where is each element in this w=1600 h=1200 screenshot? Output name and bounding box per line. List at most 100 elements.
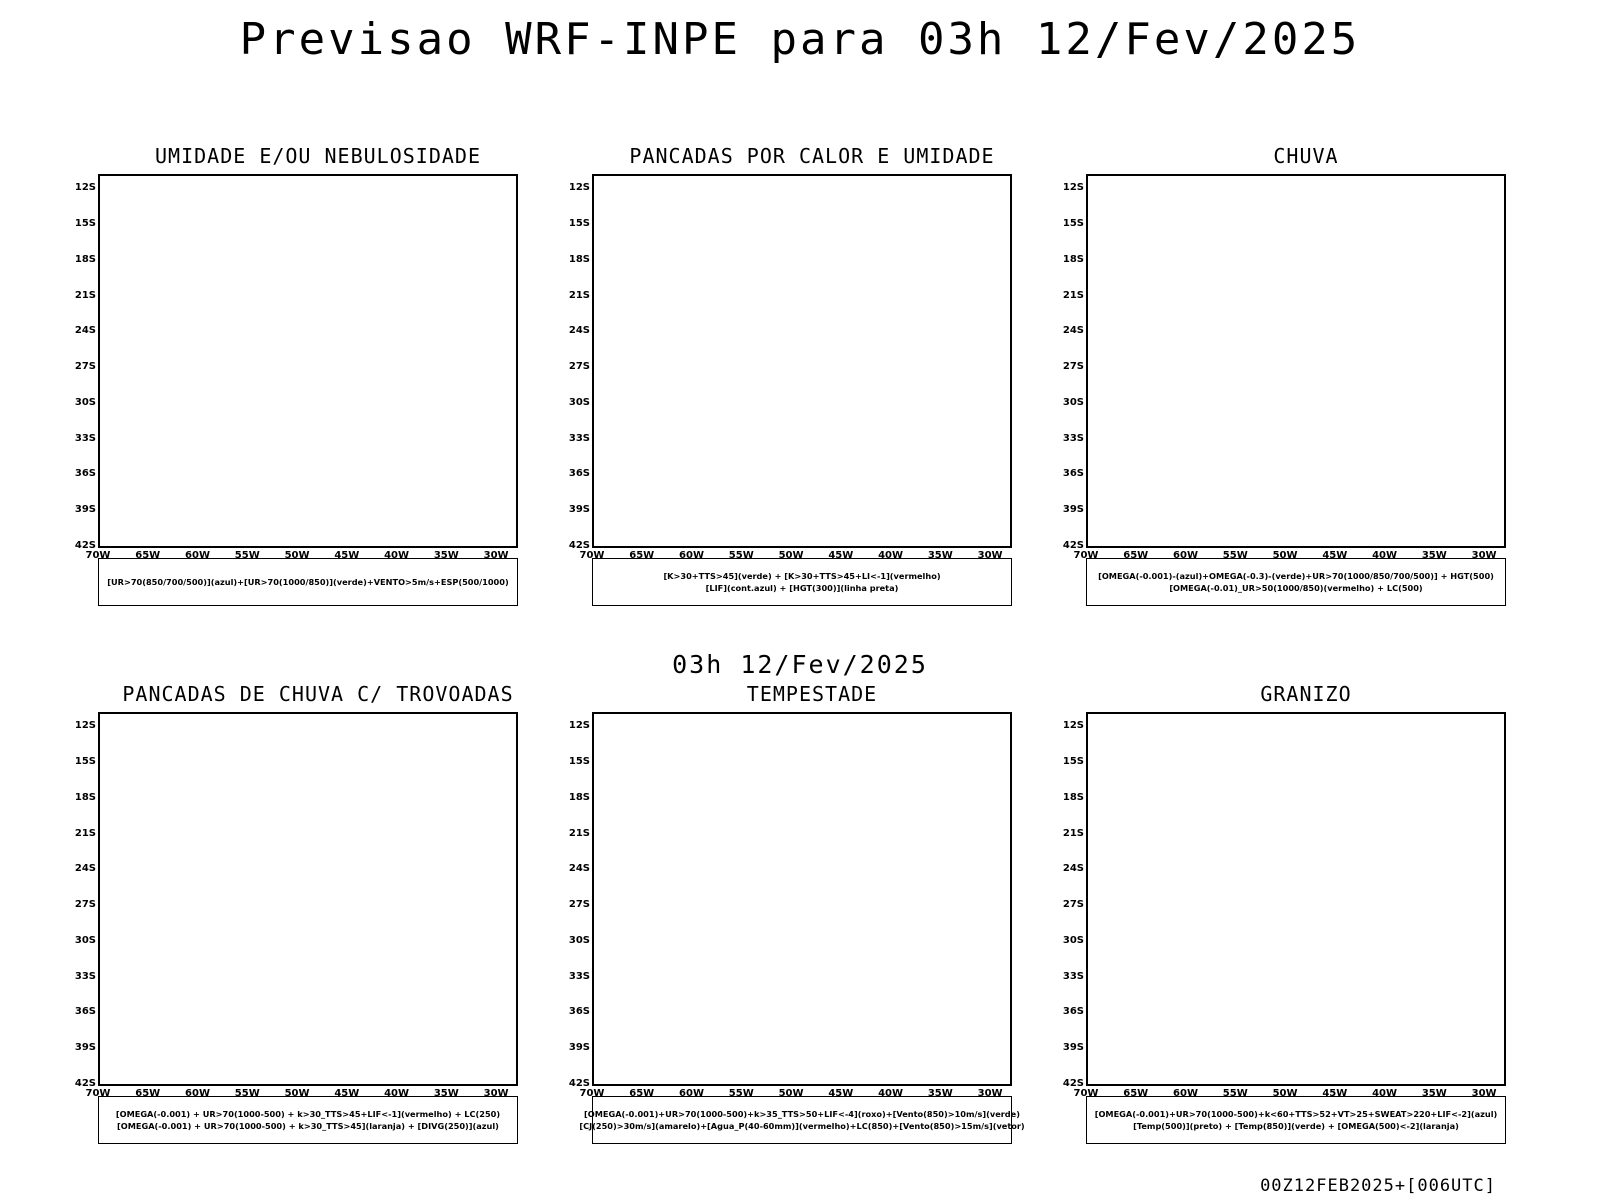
panel-chuva: CHUVA 58858858258257657657357056756155855… xyxy=(1056,144,1556,624)
lon-tick-label: 45W xyxy=(1322,550,1348,561)
lon-tick-label: 55W xyxy=(234,1088,260,1099)
lon-tick-label: 40W xyxy=(384,550,410,561)
lon-tick-label: 50W xyxy=(778,550,804,561)
map-svg xyxy=(100,714,518,1086)
lat-tick-label: 24S xyxy=(74,863,96,875)
lon-tick-label: 65W xyxy=(135,550,161,561)
lon-tick-label: 40W xyxy=(878,550,904,561)
lat-tick-label: 15S xyxy=(568,218,590,230)
lon-tick-label: 35W xyxy=(1421,1088,1447,1099)
mid-title: 03h 12/Fev/2025 xyxy=(672,650,928,679)
lon-tick-label: 35W xyxy=(927,550,953,561)
lon-tick-label: 40W xyxy=(384,1088,410,1099)
lat-tick-label: 21S xyxy=(1062,827,1084,839)
lat-tick-label: 12S xyxy=(74,182,96,194)
lat-tick-label: 42S xyxy=(1062,540,1084,551)
lon-tick-label: 55W xyxy=(1222,1088,1248,1099)
lat-tick-label: 27S xyxy=(568,361,590,373)
legend-line: [OMEGA(-0.001)-(azul)+OMEGA(-0.3)-(verde… xyxy=(1098,571,1494,581)
panel-title: PANCADAS POR CALOR E UMIDADE xyxy=(629,144,995,168)
panel-pancadas-trovoadas: PANCADAS DE CHUVA C/ TROVOADAS 12S 15S 18S 2… xyxy=(68,682,568,1162)
legend-line: [OMEGA(-0.001) + UR>70(1000-500) + k>30_… xyxy=(117,1121,499,1131)
lon-tick-label: 55W xyxy=(1222,550,1248,561)
legend-box: [UR>70(850/700/500)](azul)+[UR>70(1000/8… xyxy=(98,558,518,606)
lon-tick-label: 45W xyxy=(334,1088,360,1099)
lon-tick-label: 35W xyxy=(1421,550,1447,561)
map-area: -12-15-1515151510 xyxy=(1086,712,1506,1086)
legend-line: [Temp(500)](preto) + [Temp(850)](verde) … xyxy=(1133,1121,1459,1131)
panel-tempestade: TEMPESTADE 505040405040404050 12S 15S 18S 21S… xyxy=(562,682,1062,1162)
lon-tick-label: 55W xyxy=(728,1088,754,1099)
lat-tick-label: 42S xyxy=(74,1078,96,1089)
lat-tick-label: 33S xyxy=(74,970,96,982)
lat-tick-label: 30S xyxy=(568,396,590,408)
lon-tick-label: 70W xyxy=(579,1088,605,1099)
map-area: 1012101210121012100810161012100810041016… xyxy=(98,174,518,548)
lon-tick-label: 45W xyxy=(334,550,360,561)
lon-tick-label: 60W xyxy=(679,1088,704,1099)
lon-tick-label: 45W xyxy=(1322,1088,1348,1099)
lon-tick-label: 40W xyxy=(1372,1088,1398,1099)
lon-tick-label: 65W xyxy=(629,550,655,561)
main-title: Previsao WRF-INPE para 03h 12/Fev/2025 xyxy=(239,14,1361,65)
lon-tick-label: 35W xyxy=(433,1088,459,1099)
lon-tick-label: 65W xyxy=(629,1088,655,1099)
lat-tick-label: 27S xyxy=(568,899,590,911)
legend-line: [OMEGA(-0.001) + UR>70(1000-500) + k>30_… xyxy=(115,1109,501,1119)
lon-tick-label: 50W xyxy=(1272,1088,1298,1099)
lat-tick-label: 33S xyxy=(1062,432,1084,444)
lat-tick-label: 39S xyxy=(1062,504,1084,516)
map-area: 9600960096009600960096009560952094409520… xyxy=(592,174,1012,548)
lat-tick-label: 24S xyxy=(1062,325,1084,337)
map-svg: 1012101210121012100810161012100810041016… xyxy=(100,176,518,548)
lon-tick-label: 50W xyxy=(284,550,310,561)
lat-tick-label: 27S xyxy=(1062,361,1084,373)
lat-tick-label: 18S xyxy=(74,253,96,265)
panel-umidade: UMIDADE E/OU NEBULOSIDADE 101210121012101… xyxy=(68,144,568,624)
lat-tick-label: 21S xyxy=(568,827,590,839)
lon-tick-label: 55W xyxy=(234,550,260,561)
lat-tick-label: 42S xyxy=(568,1078,590,1089)
lon-tick-label: 60W xyxy=(1173,1088,1198,1099)
lon-tick-label: 65W xyxy=(1123,1088,1149,1099)
lat-tick-label: 39S xyxy=(1062,1042,1084,1054)
lat-tick-label: 18S xyxy=(1062,791,1084,803)
lon-tick-label: 70W xyxy=(1073,550,1099,561)
lat-tick-label: 12S xyxy=(74,720,96,732)
lat-tick-label: 12S xyxy=(568,720,590,732)
legend-line: [CJ(250)>30m/s](amarelo)+[Agua_P(40-60mm… xyxy=(579,1121,1025,1131)
lat-tick-label: 33S xyxy=(568,432,590,444)
map-svg: 5885885825825765765735705675615585555855… xyxy=(1088,176,1506,548)
lon-tick-label: 50W xyxy=(284,1088,310,1099)
lon-tick-label: 30W xyxy=(977,550,1003,561)
lat-tick-label: 21S xyxy=(74,827,96,839)
map-area: 505040405040404050 xyxy=(592,712,1012,1086)
panel-title: TEMPESTADE xyxy=(746,682,878,706)
lat-tick-label: 42S xyxy=(568,540,590,551)
lon-tick-label: 30W xyxy=(1471,1088,1497,1099)
legend-line: [OMEGA(-0.01)_UR>50(1000/850)(vermelho) … xyxy=(1169,583,1423,593)
map-area: 5885885825825765765735705675615585555855… xyxy=(1086,174,1506,548)
lon-tick-label: 45W xyxy=(828,550,854,561)
legend-line: [K>30+TTS>45](verde) + [K>30+TTS>45+LI<-… xyxy=(663,571,941,581)
lat-tick-label: 18S xyxy=(1062,253,1084,265)
lon-tick-label: 50W xyxy=(1272,550,1298,561)
map-area xyxy=(98,712,518,1086)
panel-title: PANCADAS DE CHUVA C/ TROVOADAS xyxy=(122,682,514,706)
map-svg: 9600960096009600960096009560952094409520… xyxy=(594,176,1012,548)
lat-tick-label: 15S xyxy=(74,218,96,230)
lon-tick-label: 40W xyxy=(878,1088,904,1099)
lon-tick-label: 40W xyxy=(1372,550,1398,561)
lon-tick-label: 50W xyxy=(778,1088,804,1099)
lon-tick-label: 35W xyxy=(927,1088,953,1099)
lon-tick-label: 35W xyxy=(433,550,459,561)
lat-tick-label: 27S xyxy=(74,361,96,373)
lat-tick-label: 39S xyxy=(74,504,96,516)
lon-tick-label: 70W xyxy=(85,550,111,561)
legend-box: [OMEGA(-0.001)+UR>70(1000-500)+k<60+TTS>… xyxy=(1086,1096,1506,1144)
panel-granizo: GRANIZO -12-15-1515151510 12S 15S 18S 21S 24S 2… xyxy=(1056,682,1556,1162)
lat-tick-label: 21S xyxy=(1062,289,1084,301)
lat-tick-label: 36S xyxy=(568,468,590,480)
footer-stamp: 00Z12FEB2025+[006UTC] xyxy=(1260,1176,1496,1196)
lat-tick-label: 12S xyxy=(568,182,590,194)
